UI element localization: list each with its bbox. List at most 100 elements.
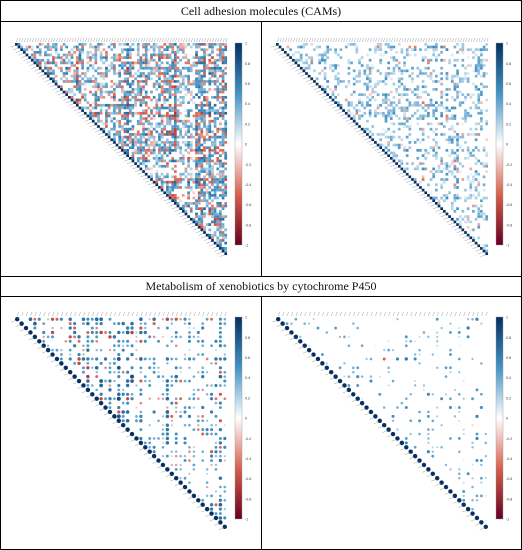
corr-mark bbox=[110, 103, 114, 107]
corr-mark bbox=[475, 432, 479, 436]
corr-mark bbox=[176, 85, 180, 89]
corr-mark bbox=[105, 117, 108, 120]
corr-mark bbox=[125, 410, 130, 414]
corr-mark bbox=[411, 178, 414, 181]
colorbar bbox=[495, 316, 504, 520]
var-label-tick bbox=[399, 37, 401, 43]
corr-mark bbox=[224, 236, 228, 240]
corr-mark bbox=[97, 45, 100, 49]
corr-mark bbox=[139, 419, 143, 423]
corr-mark bbox=[338, 366, 342, 370]
corr-mark bbox=[49, 48, 53, 51]
corr-mark bbox=[310, 61, 314, 65]
var-label-tick bbox=[481, 37, 484, 43]
corr-mark bbox=[197, 146, 201, 150]
corr-mark bbox=[179, 72, 182, 75]
corr-mark bbox=[471, 463, 474, 466]
corr-mark bbox=[179, 180, 182, 184]
corr-mark bbox=[121, 149, 124, 152]
corr-mark bbox=[117, 330, 121, 335]
corr-mark bbox=[216, 48, 220, 51]
corr-mark bbox=[115, 106, 119, 110]
corr-mark bbox=[83, 98, 87, 102]
corr-mark bbox=[82, 370, 85, 374]
corr-mark bbox=[139, 149, 143, 152]
corr-mark bbox=[75, 66, 79, 70]
corr-mark bbox=[389, 111, 393, 115]
corr-mark bbox=[213, 180, 217, 184]
corr-mark bbox=[283, 50, 287, 54]
corr-mark bbox=[213, 66, 217, 70]
corr-mark bbox=[200, 119, 204, 123]
corr-mark bbox=[142, 80, 145, 83]
corr-mark bbox=[54, 50, 58, 54]
colorbar-tick-label: -0.4 bbox=[506, 183, 512, 187]
corr-mark bbox=[105, 82, 108, 86]
corr-mark bbox=[371, 96, 375, 99]
corr-mark bbox=[160, 85, 164, 89]
corr-mark bbox=[387, 93, 390, 97]
corr-mark bbox=[419, 141, 422, 144]
var-label-tick bbox=[330, 37, 333, 43]
corr-mark bbox=[408, 127, 412, 131]
var-label-tick bbox=[116, 151, 122, 154]
var-label-tick bbox=[472, 311, 475, 317]
corr-mark bbox=[105, 122, 108, 126]
var-label-tick bbox=[30, 311, 33, 317]
corr-mark bbox=[73, 85, 76, 89]
corr-mark bbox=[450, 96, 454, 99]
corr-mark bbox=[70, 53, 74, 57]
corr-mark bbox=[221, 183, 225, 187]
corr-mark bbox=[205, 101, 209, 104]
corr-mark bbox=[44, 72, 47, 75]
corr-mark bbox=[305, 58, 308, 62]
corr-mark bbox=[350, 117, 353, 120]
corr-mark bbox=[15, 43, 18, 46]
corr-mark bbox=[427, 58, 430, 62]
corr-mark bbox=[168, 56, 172, 59]
corr-mark bbox=[203, 66, 206, 70]
colorbar-tick-label: 0.4 bbox=[245, 376, 250, 380]
corr-mark bbox=[128, 156, 132, 160]
corr-mark bbox=[429, 103, 433, 107]
corr-mark bbox=[174, 58, 177, 62]
corr-mark bbox=[480, 111, 483, 115]
var-label-tick bbox=[395, 443, 401, 447]
corr-mark bbox=[118, 138, 122, 142]
corr-mark bbox=[275, 316, 281, 322]
corr-mark bbox=[205, 419, 209, 422]
corr-mark bbox=[387, 154, 390, 157]
corr-mark bbox=[94, 90, 98, 94]
corr-mark bbox=[155, 178, 159, 181]
corr-mark bbox=[144, 77, 148, 81]
corr-mark bbox=[17, 43, 21, 46]
corr-mark bbox=[448, 154, 451, 157]
corr-mark bbox=[205, 80, 209, 83]
var-label-tick bbox=[342, 116, 348, 120]
var-label-tick bbox=[190, 225, 196, 228]
corr-mark bbox=[104, 366, 107, 370]
corr-mark bbox=[176, 180, 180, 184]
var-label-tick bbox=[137, 172, 143, 175]
corr-mark bbox=[46, 72, 50, 75]
corr-mark bbox=[448, 117, 451, 120]
corr-mark bbox=[432, 167, 436, 171]
corr-mark bbox=[189, 175, 193, 179]
corr-mark bbox=[208, 69, 212, 73]
corr-mark bbox=[126, 154, 129, 157]
corr-mark bbox=[166, 164, 169, 168]
corr-mark bbox=[221, 223, 225, 226]
corr-mark bbox=[224, 58, 228, 62]
corr-mark bbox=[384, 135, 388, 139]
section-title-cams: Cell adhesion molecules (CAMs) bbox=[180, 4, 342, 18]
corr-mark bbox=[115, 133, 119, 136]
corr-mark bbox=[116, 418, 122, 424]
corr-mark bbox=[323, 72, 327, 75]
corr-mark bbox=[113, 348, 116, 352]
corr-mark bbox=[479, 494, 483, 498]
corr-mark bbox=[405, 149, 409, 152]
corr-mark bbox=[192, 117, 196, 120]
corr-mark bbox=[392, 101, 396, 104]
corr-mark bbox=[368, 109, 372, 112]
corr-mark bbox=[205, 191, 209, 195]
